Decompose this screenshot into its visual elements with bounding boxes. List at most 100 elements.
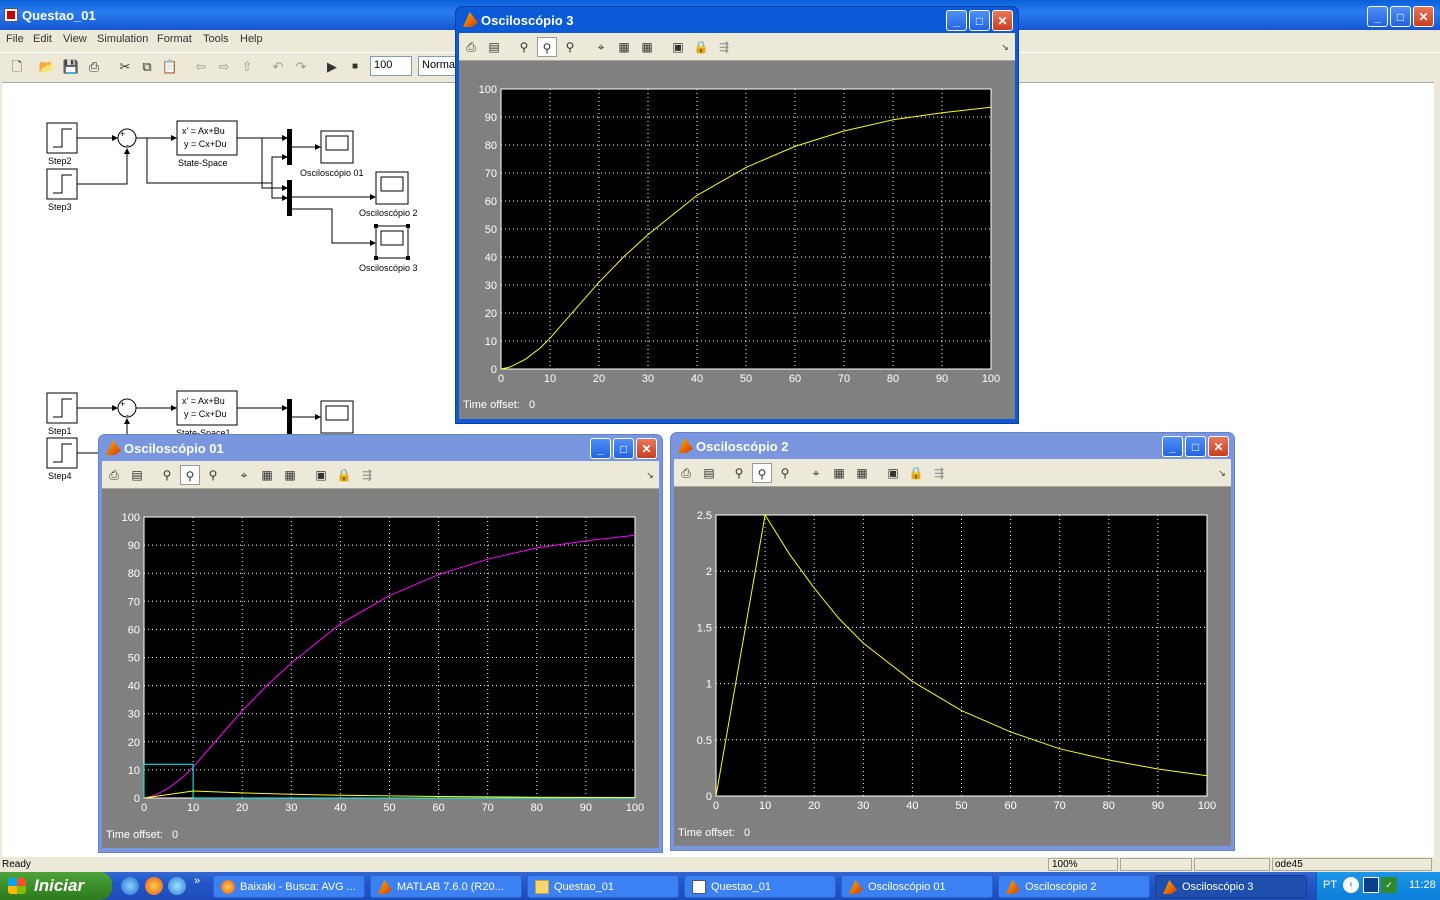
restore-axes-icon[interactable]: ▦	[856, 466, 868, 480]
task-questao-model[interactable]: Questao_01	[684, 875, 836, 898]
quicklaunch-more-icon[interactable]: »	[194, 875, 201, 887]
lock-icon[interactable]: 🔒	[693, 40, 709, 54]
parameters-icon[interactable]: ▤	[488, 40, 500, 54]
scope2-title-bar[interactable]: Osciloscópio 2 _ □ ✕	[674, 433, 1231, 459]
step1-block[interactable]	[46, 392, 78, 424]
minimize-button[interactable]: _	[1367, 6, 1388, 27]
zoom-icon[interactable]: ⚲	[162, 468, 172, 482]
save-axes-icon[interactable]: ▦	[618, 40, 630, 54]
zoom-icon[interactable]: ⚲	[734, 466, 744, 480]
back-icon[interactable]: ⇦	[195, 59, 207, 74]
save-icon[interactable]: 💾	[62, 59, 80, 74]
menu-tools[interactable]: Tools	[203, 33, 229, 45]
toolbar-dropdown-icon[interactable]: ↘	[646, 470, 654, 480]
toolbar-dropdown-icon[interactable]: ↘	[1218, 468, 1226, 478]
scope01-plot[interactable]: 0 10 20 30 40 50 60 70 80 90 100 0 10 20 30 40 50 60 70 80 9…	[102, 489, 661, 848]
signal-selection-icon[interactable]: ⇶	[718, 40, 730, 54]
scope3-title-bar[interactable]: Osciloscópio 3 _ □ ✕	[459, 7, 1015, 33]
language-indicator[interactable]: PT	[1323, 879, 1338, 891]
stop-simulation-icon[interactable]: ■	[351, 61, 359, 72]
paste-icon[interactable]: 📋	[161, 59, 179, 74]
state-space1-block[interactable]	[176, 390, 238, 426]
restore-axes-icon[interactable]: ▦	[641, 40, 653, 54]
menu-view[interactable]: View	[63, 33, 87, 45]
floating-scope-icon[interactable]: ▣	[887, 466, 899, 480]
lock-icon[interactable]: 🔒	[908, 466, 924, 480]
network-icon[interactable]	[1363, 877, 1379, 893]
scope2-maximize-button[interactable]: □	[1185, 436, 1206, 457]
scope3-plot[interactable]: 0 10 20 30 40 50 60 70 80 90 100 0 10 20 30 40 50 60 70 80 9…	[459, 61, 1017, 419]
menu-edit[interactable]: Edit	[33, 33, 52, 45]
antivirus-icon[interactable]: ✓	[1381, 877, 1397, 893]
scope01-block[interactable]	[320, 130, 354, 164]
parameters-icon[interactable]: ▤	[131, 468, 143, 482]
scope3-close-button[interactable]: ✕	[992, 10, 1013, 31]
open-folder-icon[interactable]: 📂	[38, 59, 56, 74]
zoom-icon[interactable]: ⚲	[519, 40, 529, 54]
start-simulation-icon[interactable]: ▶	[327, 59, 337, 74]
signal-selection-icon[interactable]: ⇶	[361, 468, 373, 482]
task-scope01[interactable]: Osciloscópio 01	[841, 875, 993, 898]
stop-time-input[interactable]: 100	[370, 56, 412, 76]
mux-block[interactable]	[287, 129, 292, 165]
scope2-close-button[interactable]: ✕	[1208, 436, 1229, 457]
task-matlab[interactable]: MATLAB 7.6.0 (R20...	[370, 875, 522, 898]
zoom-x-icon[interactable]: ⚲	[180, 465, 200, 485]
scope3-block[interactable]	[374, 224, 410, 260]
scope01b-block[interactable]	[320, 400, 354, 434]
restore-axes-icon[interactable]: ▦	[284, 468, 296, 482]
autoscale-icon[interactable]: ⌖	[597, 40, 605, 54]
scope3-maximize-button[interactable]: □	[969, 10, 990, 31]
menu-simulation[interactable]: Simulation	[97, 33, 149, 45]
scope01-minimize-button[interactable]: _	[590, 438, 611, 459]
firefox-icon[interactable]	[145, 877, 163, 895]
save-axes-icon[interactable]: ▦	[261, 468, 273, 482]
scope3-minimize-button[interactable]: _	[946, 10, 967, 31]
start-button[interactable]: Iniciar	[0, 872, 112, 900]
step2-block[interactable]	[46, 122, 78, 154]
toolbar-dropdown-icon[interactable]: ↘	[1001, 42, 1009, 52]
copy-icon[interactable]: ⧉	[142, 59, 152, 74]
autoscale-icon[interactable]: ⌖	[812, 466, 820, 480]
zoom-y-icon[interactable]: ⚲	[208, 468, 218, 482]
maximize-button[interactable]: □	[1390, 6, 1411, 27]
print-icon[interactable]: ⎙	[466, 40, 476, 54]
save-axes-icon[interactable]: ▦	[833, 466, 845, 480]
cut-icon[interactable]: ✂	[119, 59, 131, 74]
clock[interactable]: 11:28	[1409, 879, 1436, 891]
autoscale-icon[interactable]: ⌖	[240, 468, 248, 482]
menu-help[interactable]: Help	[240, 33, 263, 45]
ie-icon[interactable]	[121, 877, 139, 895]
mux2-block[interactable]	[287, 180, 292, 216]
expand-tray-icon[interactable]: ‹	[1343, 877, 1359, 893]
scope2-plot[interactable]: 0 10 20 30 40 50 60 70 80 90 100 0 0.5 1 1.5 2 2.5	[674, 487, 1233, 846]
lock-icon[interactable]: 🔒	[336, 468, 352, 482]
menu-format[interactable]: Format	[157, 33, 192, 45]
signal-selection-icon[interactable]: ⇶	[933, 466, 945, 480]
new-file-icon[interactable]: 🗋	[11, 59, 23, 74]
scope2-block[interactable]	[375, 171, 409, 205]
scope01-close-button[interactable]: ✕	[636, 438, 657, 459]
zoom-y-icon[interactable]: ⚲	[780, 466, 790, 480]
print-icon[interactable]: ⎙	[109, 468, 119, 482]
print-icon[interactable]: ⎙	[88, 59, 100, 74]
zoom-x-icon[interactable]: ⚲	[537, 37, 557, 57]
zoom-y-icon[interactable]: ⚲	[565, 40, 575, 54]
forward-icon[interactable]: ⇨	[218, 59, 230, 74]
floating-scope-icon[interactable]: ▣	[315, 468, 327, 482]
undo-icon[interactable]: ↶	[272, 59, 284, 74]
close-button[interactable]: ✕	[1413, 6, 1434, 27]
browser-icon[interactable]	[168, 877, 186, 895]
parameters-icon[interactable]: ▤	[703, 466, 715, 480]
task-questao-folder[interactable]: Questao_01	[527, 875, 679, 898]
state-space-block[interactable]	[176, 120, 238, 156]
scope2-minimize-button[interactable]: _	[1162, 436, 1183, 457]
task-baixaki[interactable]: Baixaki - Busca: AVG ...	[213, 875, 365, 898]
task-scope2[interactable]: Osciloscópio 2	[998, 875, 1150, 898]
redo-icon[interactable]: ↷	[295, 59, 307, 74]
task-scope3[interactable]: Osciloscópio 3	[1155, 875, 1307, 898]
floating-scope-icon[interactable]: ▣	[672, 40, 684, 54]
menu-file[interactable]: File	[6, 33, 24, 45]
mux3-block[interactable]	[287, 399, 292, 439]
scope01-title-bar[interactable]: Osciloscópio 01 _ □ ✕	[102, 435, 659, 461]
